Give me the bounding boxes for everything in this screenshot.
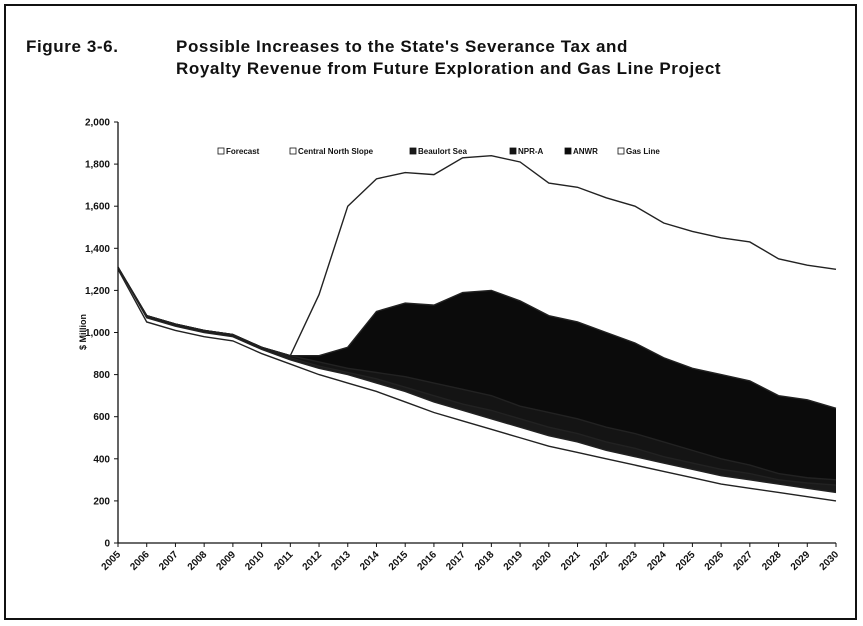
legend-swatch	[409, 147, 417, 155]
y-tick-label: 2,000	[85, 118, 110, 129]
x-tick-label: 2024	[645, 549, 669, 573]
y-tick-label: 1,600	[85, 202, 110, 213]
figure-number: Figure 3-6.	[26, 37, 119, 56]
x-tick-label: 2011	[272, 549, 295, 572]
x-tick-label: 2015	[387, 549, 411, 573]
title-line-2: Royalty Revenue from Future Exploration …	[176, 59, 722, 78]
x-tick-label: 2009	[214, 549, 238, 573]
y-tick-label: 1,800	[85, 160, 110, 171]
line-central-north-slope	[117, 266, 837, 494]
chart-areas	[118, 155, 836, 543]
chart-title: Figure 3-6. Possible Increases to the Sta…	[26, 36, 721, 80]
y-tick-label: 400	[93, 454, 110, 465]
y-tick-label: 800	[93, 370, 110, 381]
legend-label: Beaulort Sea	[418, 147, 467, 156]
y-tick-label: 1,400	[85, 244, 110, 255]
area-forecast	[118, 269, 836, 543]
x-tick-label: 2008	[186, 549, 210, 573]
legend-swatch	[564, 147, 572, 155]
x-tick-label: 2030	[818, 549, 842, 573]
y-tick-label: 200	[93, 496, 110, 507]
legend-label: Gas Line	[626, 147, 660, 156]
x-tick-label: 2028	[760, 549, 784, 573]
x-tick-label: 2029	[789, 549, 813, 573]
x-tick-label: 2014	[358, 549, 382, 573]
x-tick-label: 2018	[473, 549, 497, 573]
chart-legend: Forecast Central North Slope Beaulort Sea N…	[217, 147, 660, 156]
legend-label: Forecast	[226, 147, 260, 156]
x-tick-label: 2021	[559, 549, 583, 573]
line-forecast	[117, 269, 837, 502]
x-tick-label: 2013	[329, 549, 353, 573]
x-tick-label: 2005	[100, 549, 124, 573]
legend-label: NPR-A	[518, 147, 544, 156]
x-tick-label: 2012	[301, 549, 325, 573]
x-tick-label: 2006	[128, 549, 152, 573]
y-tick-label: 0	[104, 539, 110, 550]
x-tick-label: 2020	[530, 549, 554, 573]
y-tick-label: 1,000	[85, 328, 110, 339]
x-tick-label: 2026	[703, 549, 727, 573]
x-tick-label: 2025	[674, 549, 698, 573]
x-tick-label: 2016	[416, 549, 440, 573]
x-tick-label: 2007	[157, 549, 181, 573]
legend-label: Central North Slope	[298, 147, 374, 156]
chart-series-lines	[117, 154, 837, 502]
y-tick-label: 1,200	[85, 286, 110, 297]
x-tick-label: 2017	[444, 549, 468, 573]
x-tick-label: 2023	[617, 549, 641, 573]
line-gas-line	[117, 154, 837, 357]
x-tick-label: 2010	[243, 549, 267, 573]
x-tick-label: 2022	[588, 549, 612, 573]
legend-swatch	[289, 147, 297, 155]
y-tick-label: 600	[93, 412, 110, 423]
x-tick-label: 2019	[502, 549, 526, 573]
legend-swatch	[617, 147, 625, 155]
x-tick-label: 2027	[731, 549, 755, 573]
legend-swatch	[217, 147, 225, 155]
y-axis-label: $ Million	[78, 314, 88, 350]
title-line-1: Possible Increases to the State's Severa…	[176, 37, 628, 56]
legend-label: ANWR	[573, 147, 598, 156]
legend-swatch	[509, 147, 517, 155]
